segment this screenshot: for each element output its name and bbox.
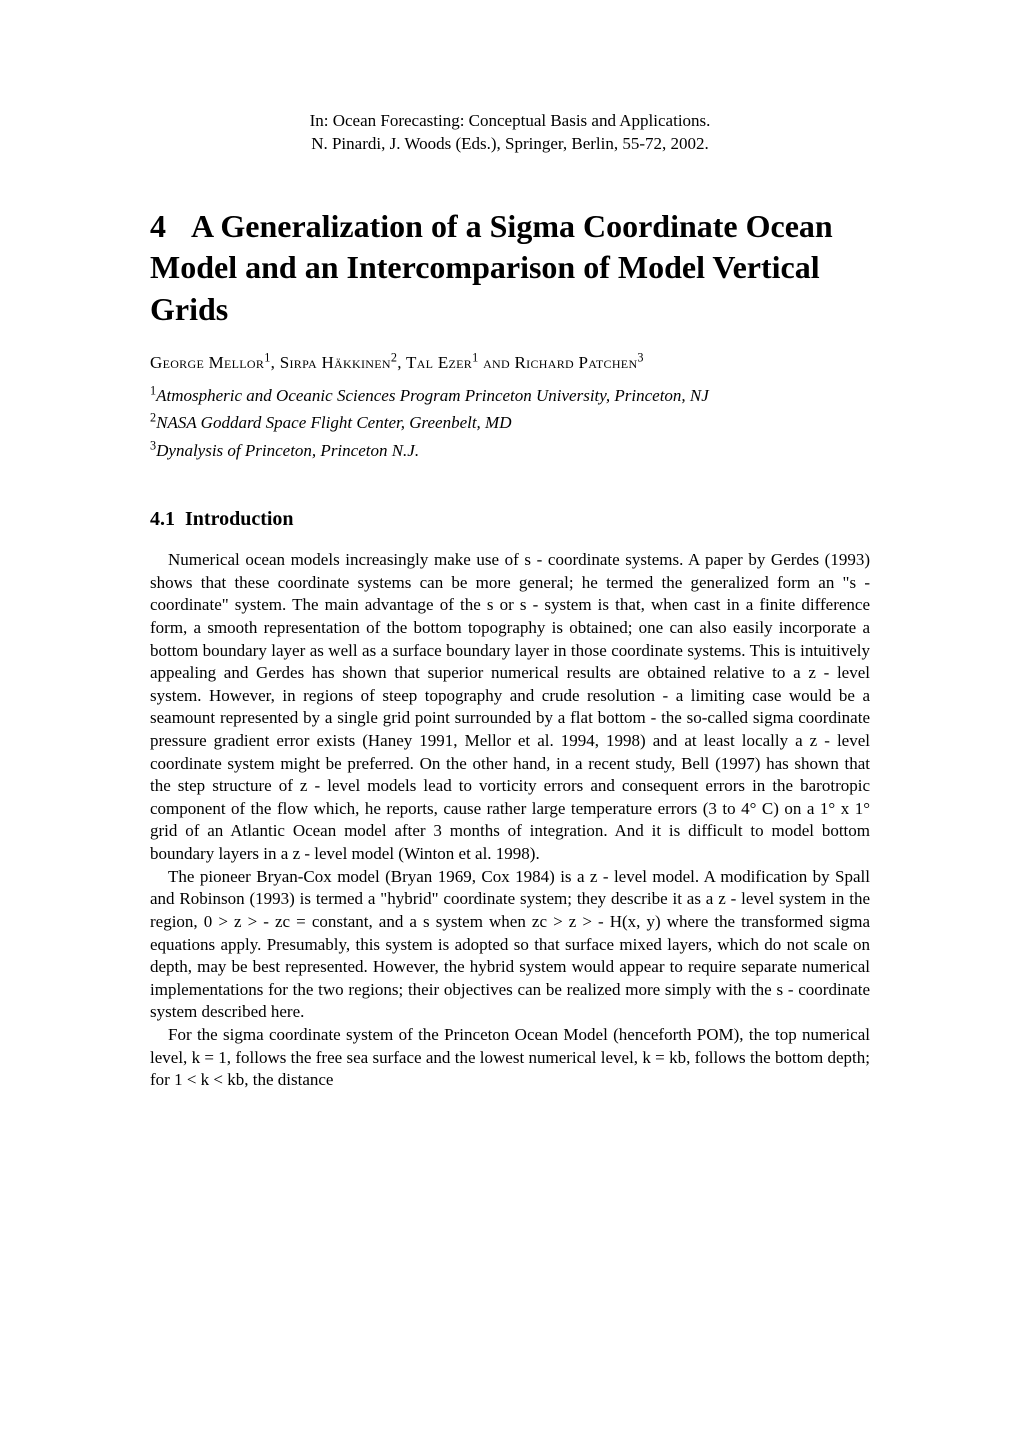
author-sep-2: , Tal Ezer bbox=[397, 353, 472, 372]
paragraph-2: The pioneer Bryan-Cox model (Bryan 1969,… bbox=[150, 866, 870, 1024]
publication-line-1: In: Ocean Forecasting: Conceptual Basis … bbox=[150, 110, 870, 133]
publication-info: In: Ocean Forecasting: Conceptual Basis … bbox=[150, 110, 870, 156]
publication-line-2: N. Pinardi, J. Woods (Eds.), Springer, B… bbox=[150, 133, 870, 156]
affiliation-1-text: Atmospheric and Oceanic Sciences Program… bbox=[156, 386, 709, 405]
section-title: Introduction bbox=[185, 508, 294, 530]
affiliation-2-text: NASA Goddard Space Flight Center, Greenb… bbox=[156, 413, 511, 432]
section-number: 4.1 bbox=[150, 508, 175, 530]
chapter-title-text: A Generalization of a Sigma Coordinate O… bbox=[150, 208, 833, 327]
author-4-sup: 3 bbox=[637, 350, 643, 364]
affiliation-1: 1Atmospheric and Oceanic Sciences Progra… bbox=[150, 383, 870, 409]
section-heading: 4.1 Introduction bbox=[150, 508, 870, 531]
affiliation-2: 2NASA Goddard Space Flight Center, Green… bbox=[150, 410, 870, 436]
author-1: George Mellor bbox=[150, 353, 264, 372]
affiliation-3-text: Dynalysis of Princeton, Princeton N.J. bbox=[156, 441, 419, 460]
author-sep-1: , Sirpa Häkkinen bbox=[271, 353, 391, 372]
chapter-title: 4A Generalization of a Sigma Coordinate … bbox=[150, 206, 870, 331]
chapter-number: 4 bbox=[150, 206, 166, 248]
paragraph-1: Numerical ocean models increasingly make… bbox=[150, 549, 870, 866]
authors-line: George Mellor1, Sirpa Häkkinen2, Tal Eze… bbox=[150, 353, 870, 373]
affiliation-3: 3Dynalysis of Princeton, Princeton N.J. bbox=[150, 438, 870, 464]
author-sep-3: and Richard Patchen bbox=[479, 353, 638, 372]
affiliations: 1Atmospheric and Oceanic Sciences Progra… bbox=[150, 383, 870, 464]
paragraph-3: For the sigma coordinate system of the P… bbox=[150, 1024, 870, 1092]
